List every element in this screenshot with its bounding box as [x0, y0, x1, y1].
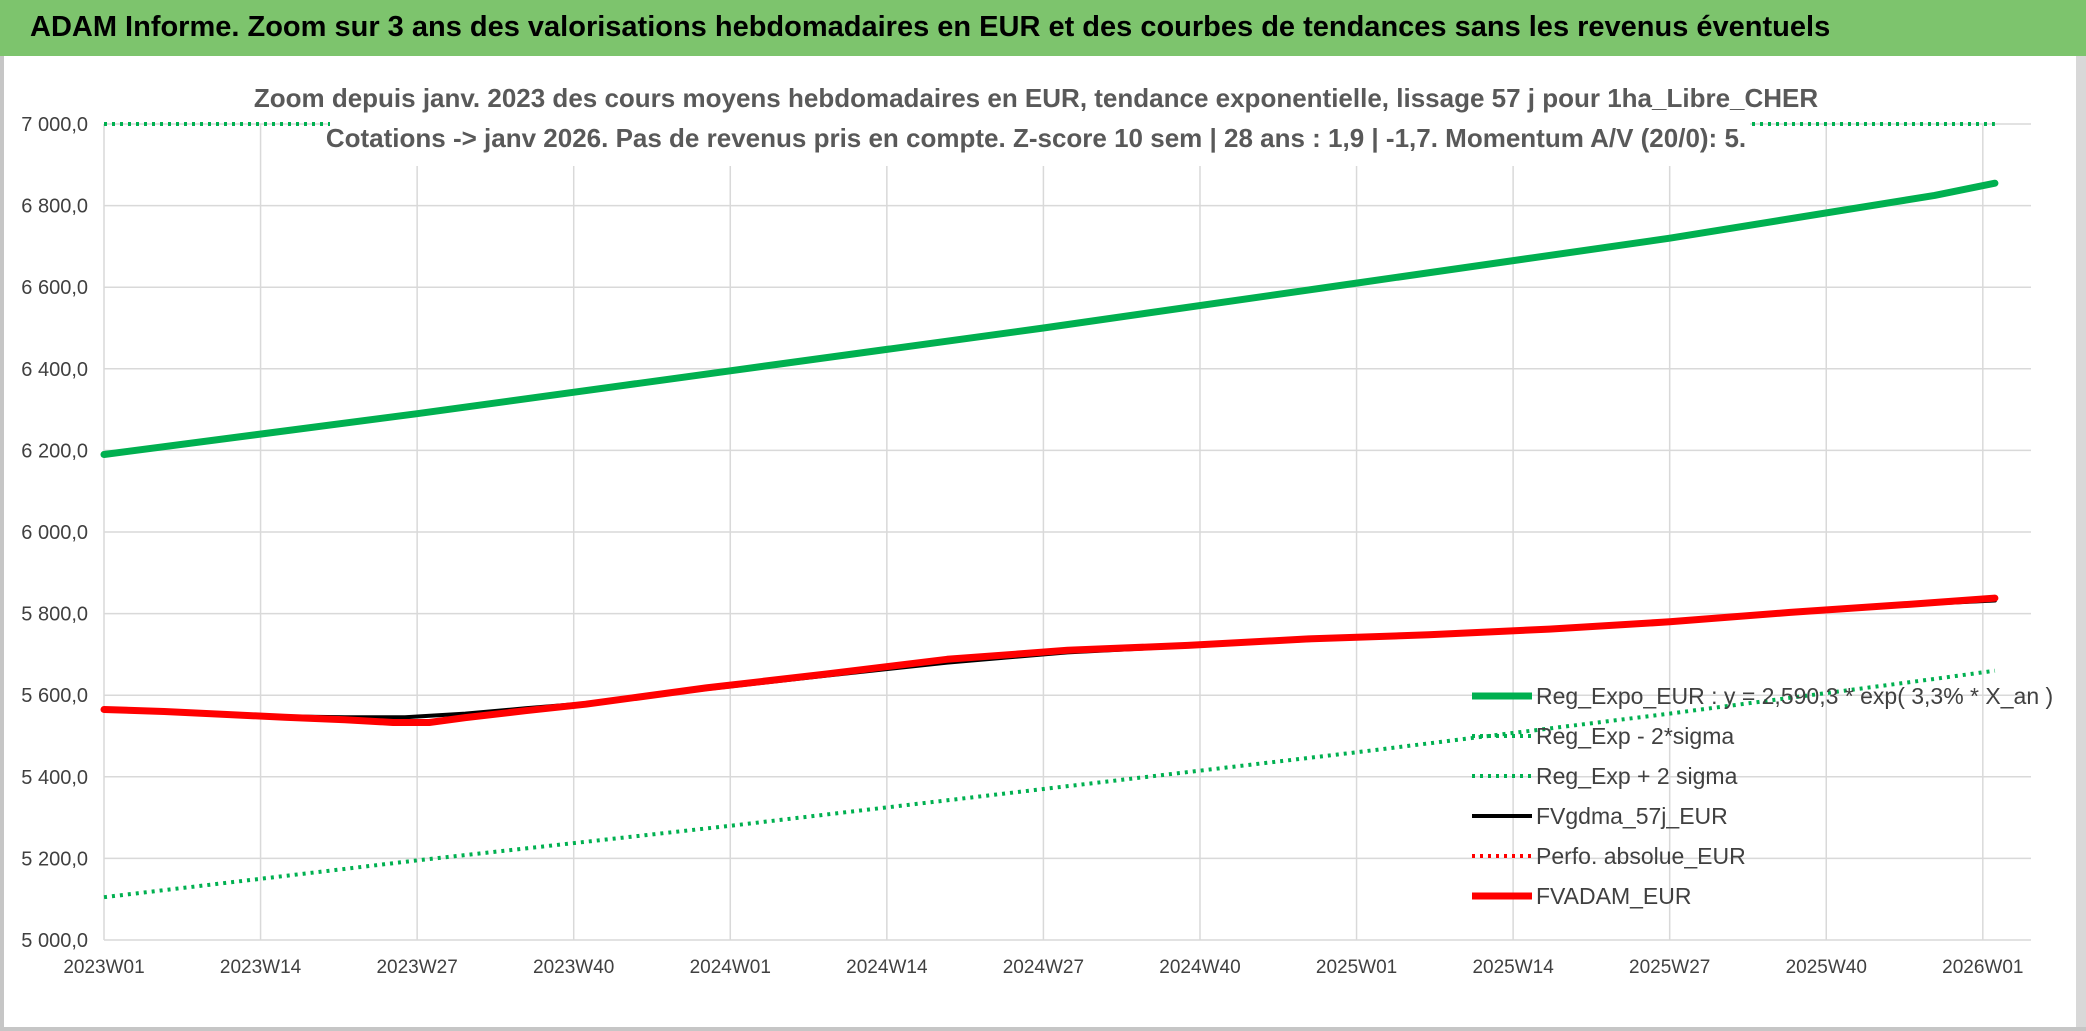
legend-label-5: FVADAM_EUR: [1536, 883, 1692, 909]
y-tick-label: 7 000,0: [21, 114, 88, 136]
x-tick-label: 2024W40: [1159, 957, 1240, 978]
x-tick-label: 2023W27: [376, 957, 457, 978]
x-tick-label: 2024W14: [846, 957, 928, 978]
frame-bottom-border: [0, 1027, 2086, 1031]
x-tick-label: 2023W14: [220, 957, 302, 978]
x-tick-label: 2025W40: [1786, 957, 1867, 978]
y-tick-label: 6 600,0: [21, 277, 88, 299]
y-tick-label: 6 400,0: [21, 359, 88, 381]
chart-title-background: [330, 76, 1750, 166]
x-tick-label: 2024W01: [690, 957, 771, 978]
y-tick-label: 5 600,0: [21, 685, 88, 707]
x-tick-label: 2025W14: [1472, 957, 1554, 978]
y-tick-label: 6 800,0: [21, 196, 88, 218]
frame-left-border: [0, 56, 4, 1031]
x-axis-ticks: 2023W01 2023W14 2023W27 2023W40 2024W01 2024W…: [63, 957, 2023, 978]
chart-title-line1: Zoom depuis janv. 2023 des cours moyens …: [254, 83, 1819, 113]
x-tick-label: 2026W01: [1942, 957, 2023, 978]
frame-right-border: [2076, 56, 2086, 1031]
page-title: ADAM Informe. Zoom sur 3 ans des valoris…: [0, 0, 2086, 54]
series-line-0: [100, 179, 1999, 458]
legend-label-3: FVgdma_57j_EUR: [1536, 803, 1728, 829]
y-tick-label: 5 000,0: [21, 930, 88, 952]
x-tick-label: 2023W40: [533, 957, 614, 978]
legend-label-2: Reg_Exp + 2 sigma: [1536, 763, 1738, 789]
chart-title-line2: Cotations -> janv 2026. Pas de revenus p…: [326, 123, 1746, 153]
legend-label-1: Reg_Exp - 2*sigma: [1536, 723, 1734, 749]
legend-label-4: Perfo. absolue_EUR: [1536, 843, 1746, 869]
y-tick-label: 5 200,0: [21, 848, 88, 870]
series-line-5: [100, 594, 1999, 726]
x-tick-label: 2025W01: [1316, 957, 1397, 978]
y-tick-label: 5 400,0: [21, 767, 88, 789]
chart-gridlines: [103, 123, 2031, 941]
y-tick-label: 5 800,0: [21, 604, 88, 626]
x-tick-label: 2024W27: [1003, 957, 1084, 978]
x-tick-label: 2023W01: [63, 957, 144, 978]
legend-label-0: Reg_Expo_EUR : y = 2,590,3 * exp( 3,3% *…: [1536, 683, 2053, 709]
x-tick-label: 2025W27: [1629, 957, 1710, 978]
chart-legend: Reg_Expo_EUR : y = 2,590,3 * exp( 3,3% *…: [1472, 683, 2053, 909]
y-axis-ticks: 5 000,0 5 200,0 5 400,0 5 600,0 5 800,0 6 000…: [21, 114, 88, 952]
y-tick-label: 6 200,0: [21, 440, 88, 462]
y-tick-label: 6 000,0: [21, 522, 88, 544]
line-chart: 5 000,0 5 200,0 5 400,0 5 600,0 5 800,0 6 000…: [21, 76, 2053, 978]
